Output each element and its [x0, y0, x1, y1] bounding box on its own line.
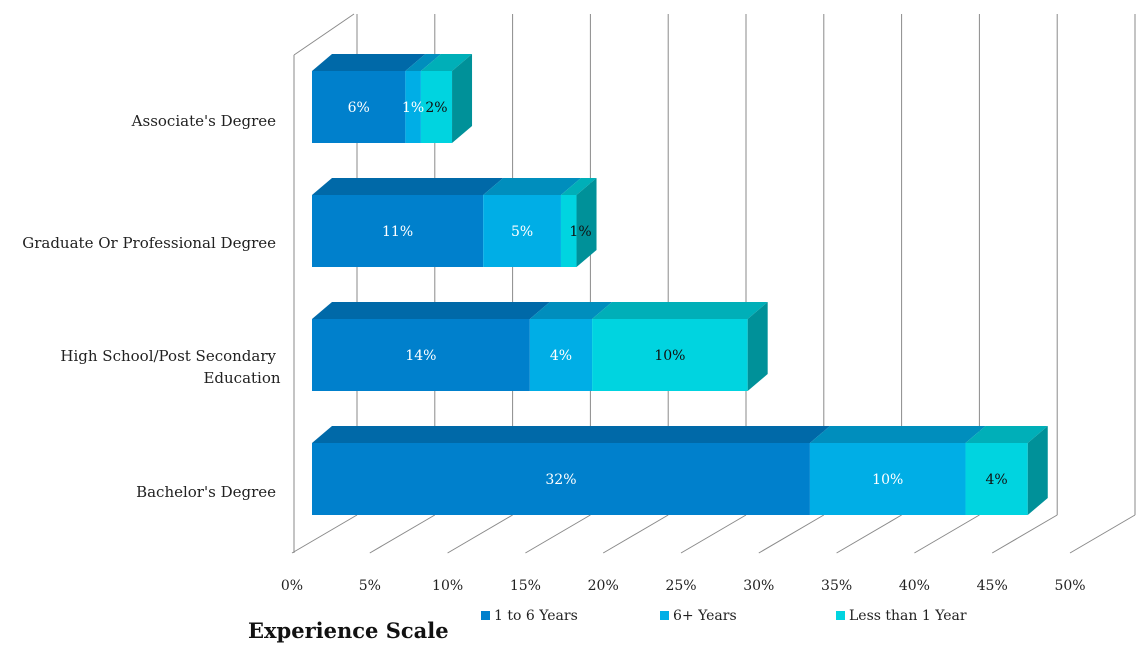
x-tick-label: 25%	[665, 578, 696, 594]
legend-swatch	[481, 611, 490, 620]
floor-gridline	[369, 514, 436, 554]
bar-segment	[809, 426, 986, 515]
data-label: 11%	[382, 224, 413, 240]
x-tick-label: 30%	[743, 578, 774, 594]
floor-gridline	[836, 514, 902, 554]
x-tick-label: 20%	[588, 578, 619, 594]
bar-front-face	[965, 443, 1028, 515]
bar-front-face	[483, 195, 561, 267]
bar-top-face	[405, 54, 441, 71]
data-label: 5%	[511, 224, 533, 240]
bar-segment	[529, 302, 613, 391]
floor-gridline	[758, 514, 825, 554]
bar-top-face	[560, 178, 597, 195]
bar-front-face	[560, 195, 577, 267]
bar-top-face	[965, 426, 1048, 443]
bar-front-face	[809, 443, 966, 515]
bar-segment	[312, 302, 550, 391]
floor-gridline	[914, 514, 980, 554]
bar-front-face	[405, 71, 421, 143]
bar-segment	[592, 302, 768, 391]
bar-segment	[312, 54, 426, 143]
bar-front-face	[529, 319, 593, 391]
legend-entry: 6+ Years	[673, 608, 737, 624]
data-label: 4%	[550, 348, 572, 364]
x-tick-label: 35%	[821, 578, 852, 594]
bar-segment	[312, 426, 830, 515]
legend: 1 to 6 Years 6+ Years Less than 1 Year	[481, 608, 967, 624]
legend-swatch	[660, 611, 669, 620]
bar-top-face	[592, 302, 768, 319]
bar-top-face	[809, 426, 986, 443]
data-label: 4%	[986, 472, 1008, 488]
bar-top-face	[529, 302, 613, 319]
bar-top-face	[420, 54, 473, 71]
bar-front-face	[312, 71, 406, 143]
data-label: 1%	[402, 100, 424, 116]
bars: 6% 1% 2%11% 5% 1%14% 4% 10%32% 10% 4%	[312, 54, 1048, 515]
category-label: High School/Post Secondary Education	[60, 347, 280, 387]
x-tick-label: 10%	[432, 578, 463, 594]
bar-top-face	[312, 178, 504, 195]
bar-segment	[560, 178, 597, 267]
floor-gridline	[991, 514, 1058, 554]
floor-gridline	[291, 514, 358, 554]
category-labels: Associate's Degree Graduate Or Profession…	[22, 112, 281, 501]
data-label: 14%	[405, 348, 436, 364]
bar-top-face	[312, 426, 830, 443]
bar-front-face	[312, 195, 484, 267]
bar-segment	[405, 54, 441, 143]
category-label: Graduate Or Professional Degree	[22, 234, 276, 252]
x-tick-label: 0%	[281, 578, 303, 594]
data-label: 1%	[569, 224, 591, 240]
bar-side-face	[747, 302, 768, 391]
data-label: 2%	[425, 100, 447, 116]
data-label: 10%	[654, 348, 685, 364]
data-label: 10%	[872, 472, 903, 488]
bar-top-face	[483, 178, 581, 195]
category-label: Bachelor's Degree	[136, 483, 276, 501]
chart-title: Experience Scale	[248, 618, 449, 643]
legend-swatch	[836, 611, 845, 620]
legend-entry: Less than 1 Year	[849, 608, 967, 624]
x-tick-label: 5%	[359, 578, 381, 594]
bar-segment	[312, 178, 504, 267]
data-label: 32%	[545, 472, 576, 488]
bar-side-face	[1027, 426, 1048, 515]
bar-top-face	[312, 302, 550, 319]
x-tick-label: 50%	[1054, 578, 1085, 594]
back-wall-edge	[293, 13, 355, 56]
floor-gridline	[680, 514, 747, 554]
bar-segment	[965, 426, 1048, 515]
bar-segment	[420, 54, 473, 143]
bar-front-face	[312, 319, 530, 391]
floor-gridline	[447, 514, 513, 554]
floor-gridline	[1069, 514, 1136, 554]
bar-front-face	[592, 319, 748, 391]
x-tick-label: 45%	[977, 578, 1008, 594]
data-label: 6%	[348, 100, 370, 116]
bar-front-face	[312, 443, 810, 515]
floor-gridline	[525, 514, 591, 554]
x-tick-label: 15%	[510, 578, 541, 594]
bar-front-face	[420, 71, 453, 143]
bar-segment	[483, 178, 581, 267]
x-tick-labels: 0% 5% 10% 15% 20% 25% 30% 35% 40% 45% 50%	[281, 578, 1086, 594]
category-label: Associate's Degree	[131, 112, 276, 130]
bar-side-face	[452, 54, 473, 143]
bar-side-face	[576, 178, 597, 267]
x-tick-label: 40%	[899, 578, 930, 594]
legend-entry: 1 to 6 Years	[494, 608, 578, 624]
bar-top-face	[312, 54, 426, 71]
floor-gridline	[602, 514, 669, 554]
